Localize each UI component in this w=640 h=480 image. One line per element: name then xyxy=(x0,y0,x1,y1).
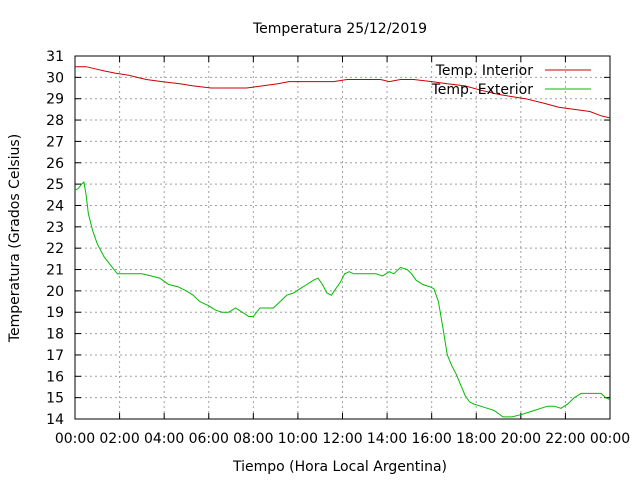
x-tick-label: 18:00 xyxy=(456,431,496,447)
y-tick-label: 14 xyxy=(46,412,64,428)
x-axis-label: Tiempo (Hora Local Argentina) xyxy=(232,459,447,475)
legend-label-exterior: Temp. Exterior xyxy=(431,82,534,98)
x-tick-label: 02:00 xyxy=(99,431,139,447)
y-tick-label: 16 xyxy=(46,369,64,385)
y-tick-label: 31 xyxy=(46,49,64,65)
grid xyxy=(75,56,610,419)
series-lines xyxy=(74,66,611,418)
x-tick-label: 20:00 xyxy=(501,431,541,447)
y-tick-label: 15 xyxy=(46,391,64,407)
x-tick-label: 04:00 xyxy=(144,431,184,447)
y-tick-label: 22 xyxy=(46,241,64,257)
y-tick-label: 29 xyxy=(46,92,64,108)
x-tick-label: 00:00 xyxy=(590,431,630,447)
y-tick-label: 26 xyxy=(46,156,64,172)
x-tick-label: 14:00 xyxy=(367,431,407,447)
y-axis-label: Temperatura (Grados Celsius) xyxy=(7,134,23,343)
x-tick-label: 16:00 xyxy=(411,431,451,447)
ticks: 14 15 16 17 18 19 20 21 22 23 24 25 26 27 28 29 30 31 00:0… xyxy=(46,49,630,447)
y-tick-label: 20 xyxy=(46,284,64,300)
y-tick-label: 24 xyxy=(46,198,64,214)
x-tick-label: 10:00 xyxy=(278,431,318,447)
y-tick-label: 27 xyxy=(46,134,64,150)
y-tick-label: 23 xyxy=(46,220,64,236)
x-tick-label: 12:00 xyxy=(322,431,362,447)
y-tick-label: 17 xyxy=(46,348,64,364)
y-tick-label: 21 xyxy=(46,263,64,279)
series-line-exterior xyxy=(74,180,611,418)
y-tick-label: 19 xyxy=(46,305,64,321)
x-tick-label: 08:00 xyxy=(233,431,273,447)
x-tick-label: 00:00 xyxy=(55,431,95,447)
legend: Temp. Interior Temp. Exterior xyxy=(431,63,591,98)
chart-title: Temperatura 25/12/2019 xyxy=(252,21,427,37)
x-tick-label: 22:00 xyxy=(545,431,585,447)
y-tick-label: 28 xyxy=(46,113,64,129)
y-tick-label: 25 xyxy=(46,177,64,193)
y-tick-label: 30 xyxy=(46,70,64,86)
x-tick-label: 06:00 xyxy=(189,431,229,447)
series-line-interior xyxy=(75,66,611,119)
y-tick-label: 18 xyxy=(46,327,64,343)
legend-label-interior: Temp. Interior xyxy=(435,63,534,79)
